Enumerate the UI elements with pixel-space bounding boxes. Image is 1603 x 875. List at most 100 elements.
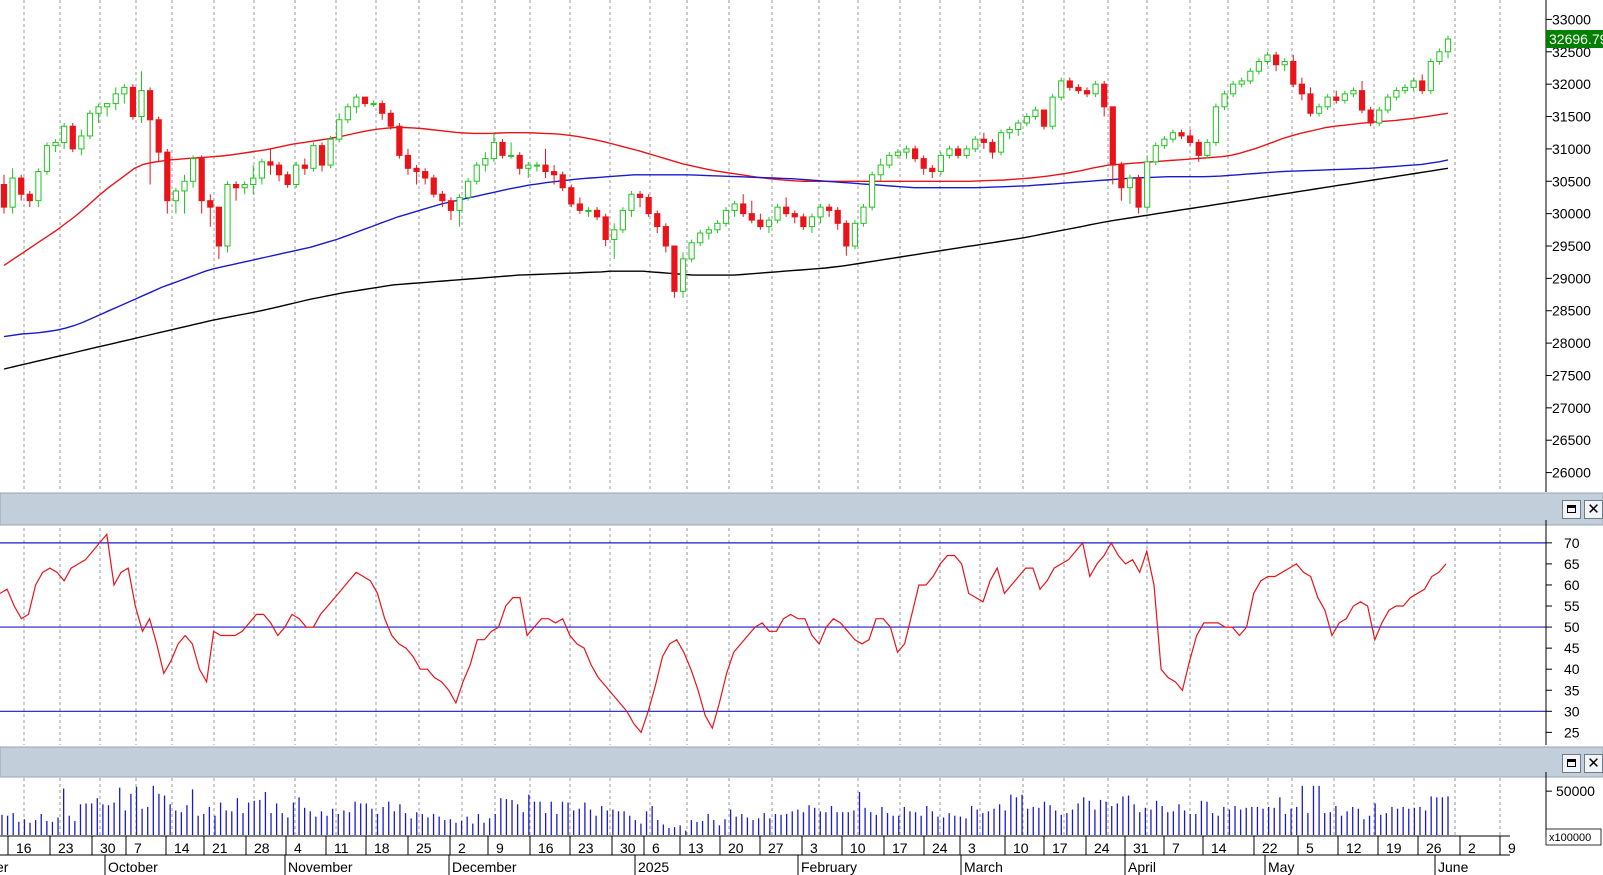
day-label: 21 — [212, 840, 228, 856]
candle — [121, 84, 128, 104]
candle-body — [516, 154, 523, 169]
day-label: 19 — [1386, 840, 1402, 856]
candle — [447, 197, 455, 221]
candle — [894, 148, 902, 159]
candle — [817, 203, 824, 224]
candle — [258, 158, 265, 185]
candle — [456, 194, 463, 227]
candle-body — [834, 209, 841, 224]
candle — [851, 220, 859, 250]
candle — [550, 165, 558, 185]
candle-body — [241, 184, 248, 189]
candle-body — [508, 154, 515, 157]
candle-body — [138, 90, 145, 118]
day-label: 5 — [1306, 840, 1314, 856]
month-label: June — [1438, 859, 1469, 875]
candle-body — [1333, 96, 1340, 101]
candle — [722, 207, 730, 227]
day-label: 20 — [728, 840, 744, 856]
candle — [877, 158, 884, 182]
day-label: 4 — [294, 840, 302, 856]
candle — [602, 213, 609, 246]
candle-body — [1419, 80, 1426, 92]
day-label: 14 — [174, 840, 190, 856]
candle-body — [86, 112, 94, 137]
candle-body — [1006, 128, 1013, 134]
candle-body — [353, 96, 360, 108]
candle-body — [172, 190, 180, 202]
candle-body — [275, 164, 283, 176]
candle — [267, 148, 274, 175]
candle — [1066, 77, 1073, 91]
candle-body — [43, 145, 51, 173]
volume-tick-label: 50000 — [1556, 783, 1595, 799]
candle-body — [250, 177, 257, 186]
candle-body — [1230, 83, 1237, 95]
candle — [1169, 129, 1177, 143]
candle-body — [1118, 164, 1125, 189]
candle — [1195, 139, 1202, 162]
last-value-label: 32696.79 — [1549, 31, 1603, 47]
candle — [1384, 93, 1391, 114]
candle — [1410, 77, 1417, 91]
candle-body — [654, 213, 661, 228]
candle-body — [1023, 116, 1030, 124]
candle — [1341, 90, 1348, 104]
month-label: April — [1128, 859, 1156, 875]
candle — [1367, 106, 1374, 127]
price-tick-label: 31500 — [1552, 109, 1591, 125]
candle-body — [920, 158, 927, 169]
moving-average-line-2 — [3, 159, 1449, 338]
price-tick-label: 27000 — [1552, 400, 1591, 416]
day-label: 23 — [58, 840, 74, 856]
candle — [1436, 48, 1443, 65]
candle — [52, 139, 59, 153]
candle — [525, 161, 532, 179]
oscillator-panel-restore-button[interactable] — [1562, 500, 1581, 519]
candle — [645, 194, 652, 217]
candle-body — [258, 161, 265, 179]
candle — [869, 171, 876, 211]
candle-body — [1032, 109, 1039, 118]
candle — [860, 203, 867, 227]
candle-body — [886, 154, 893, 166]
candle — [301, 158, 308, 175]
candle-body — [989, 141, 996, 153]
candle — [1221, 90, 1228, 111]
volume-panel-close-button[interactable]: ✕ — [1584, 754, 1603, 773]
volume-panel-restore-button[interactable] — [1562, 754, 1581, 773]
candle — [224, 181, 231, 253]
oscillator-tick-label: 40 — [1564, 661, 1580, 677]
day-label: 3 — [968, 840, 976, 856]
day-label: 12 — [1346, 840, 1362, 856]
candle — [1023, 113, 1030, 127]
day-label: 7 — [1172, 840, 1180, 856]
candle-body — [284, 174, 291, 186]
candle — [1281, 58, 1288, 72]
candle-body — [164, 151, 171, 202]
candle — [731, 200, 738, 217]
candle-body — [1144, 161, 1151, 208]
month-label: December — [452, 859, 517, 875]
candle — [533, 161, 541, 172]
candle — [1040, 109, 1048, 130]
candle-body — [757, 219, 764, 228]
oscillator-panel-close-button[interactable]: ✕ — [1584, 500, 1603, 519]
candle — [783, 197, 790, 217]
candle-body — [1040, 109, 1048, 127]
candle — [1358, 80, 1366, 114]
candle — [585, 207, 592, 217]
candle — [1006, 126, 1013, 140]
candle — [293, 161, 300, 188]
candle — [963, 145, 970, 159]
candle — [1427, 58, 1434, 94]
candle-body — [9, 177, 16, 208]
candle — [1092, 80, 1099, 98]
candle — [705, 226, 712, 240]
candle-body — [980, 138, 987, 143]
candle — [1058, 77, 1065, 101]
candle-body — [387, 112, 394, 127]
candle — [404, 148, 412, 175]
close-icon: ✕ — [1587, 754, 1600, 772]
candle-body — [181, 180, 188, 192]
